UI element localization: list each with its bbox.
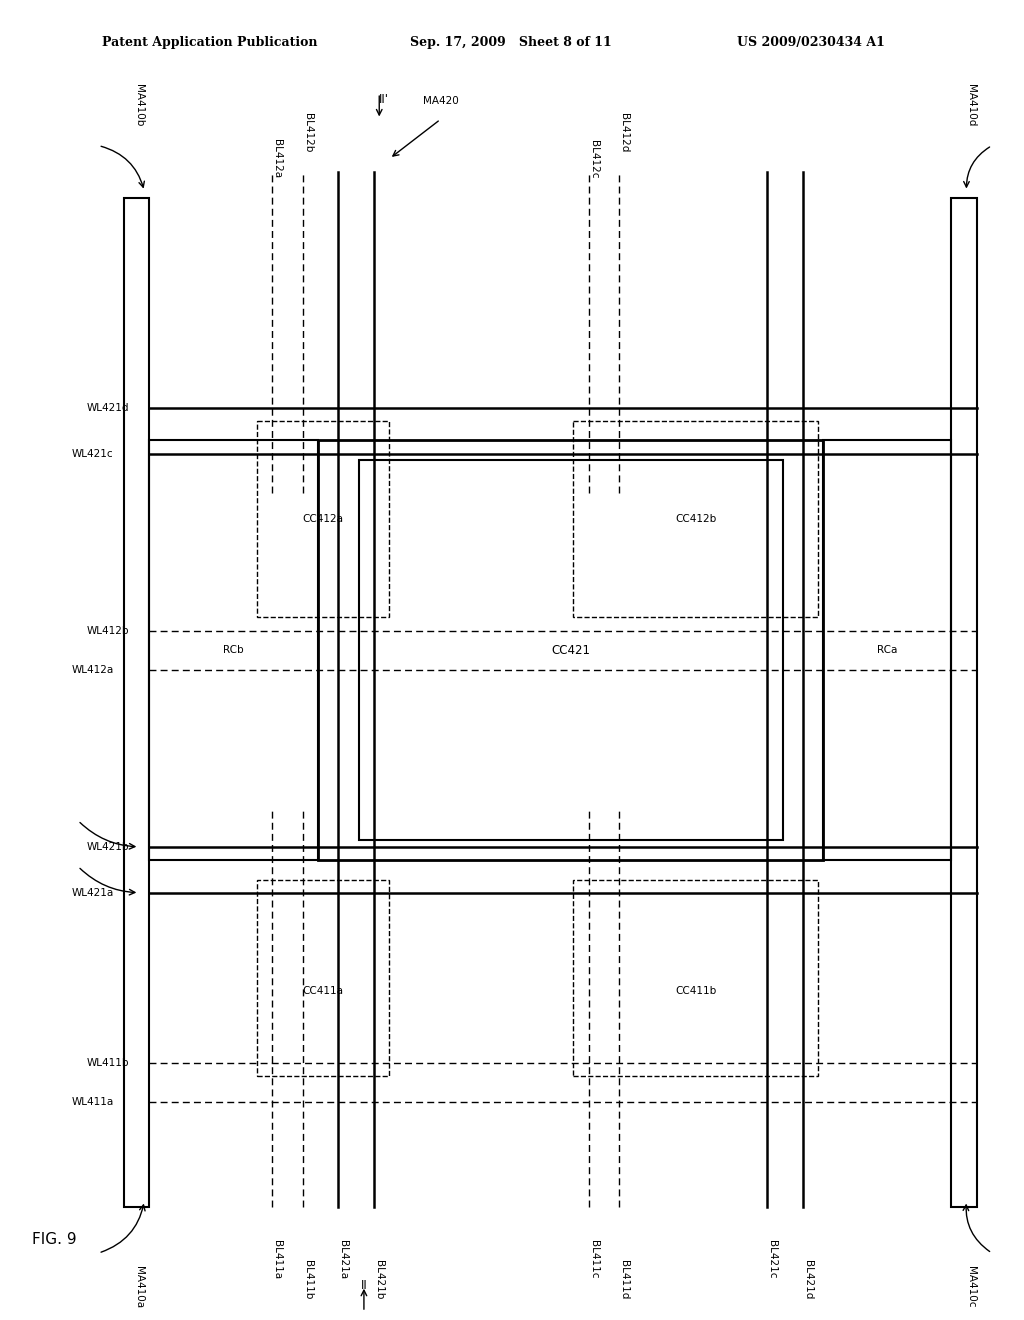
Text: WL421a: WL421a xyxy=(72,887,114,898)
Bar xyxy=(124,198,150,1208)
Text: BL411a: BL411a xyxy=(272,1239,282,1279)
Bar xyxy=(257,879,389,1076)
Text: Patent Application Publication: Patent Application Publication xyxy=(102,36,317,49)
Bar xyxy=(318,441,823,859)
Text: CC412b: CC412b xyxy=(675,513,717,524)
Text: BL412a: BL412a xyxy=(272,139,282,178)
Text: BL412c: BL412c xyxy=(589,140,599,178)
Text: WL421c: WL421c xyxy=(72,449,114,458)
Text: BL411d: BL411d xyxy=(620,1259,629,1299)
Text: II': II' xyxy=(379,94,389,106)
Text: Sep. 17, 2009   Sheet 8 of 11: Sep. 17, 2009 Sheet 8 of 11 xyxy=(410,36,611,49)
Bar xyxy=(573,879,818,1076)
Text: BL412b: BL412b xyxy=(303,112,312,152)
Text: US 2009/0230434 A1: US 2009/0230434 A1 xyxy=(737,36,885,49)
Text: CC411a: CC411a xyxy=(302,986,344,997)
Text: MA410c: MA410c xyxy=(967,1266,977,1308)
Bar xyxy=(823,441,951,859)
Bar xyxy=(150,441,318,859)
Bar xyxy=(951,198,977,1208)
Text: MA420: MA420 xyxy=(423,96,459,106)
Text: CC411b: CC411b xyxy=(675,986,717,997)
Text: WL421d: WL421d xyxy=(87,403,129,413)
Text: BL421c: BL421c xyxy=(767,1239,777,1279)
Text: CC421: CC421 xyxy=(551,644,590,656)
Text: BL421a: BL421a xyxy=(338,1239,348,1279)
Bar xyxy=(257,421,389,618)
Text: BL412d: BL412d xyxy=(620,112,629,152)
Text: WL411b: WL411b xyxy=(87,1059,129,1068)
Text: WL411a: WL411a xyxy=(72,1097,114,1107)
Text: FIG. 9: FIG. 9 xyxy=(32,1232,77,1246)
Bar xyxy=(573,421,818,618)
Text: MA410a: MA410a xyxy=(134,1266,144,1308)
Text: WL412b: WL412b xyxy=(87,626,129,635)
Text: MA410d: MA410d xyxy=(967,83,977,125)
Text: BL421d: BL421d xyxy=(803,1259,813,1299)
Text: II: II xyxy=(360,1279,368,1292)
Bar xyxy=(358,461,782,841)
Text: RCb: RCb xyxy=(223,645,244,655)
Text: WL421b: WL421b xyxy=(87,842,129,851)
Text: BL421b: BL421b xyxy=(374,1259,384,1299)
Text: WL412a: WL412a xyxy=(72,665,114,675)
Text: BL411c: BL411c xyxy=(589,1239,599,1279)
Text: RCa: RCa xyxy=(878,645,897,655)
Text: BL411b: BL411b xyxy=(303,1259,312,1299)
Text: CC412a: CC412a xyxy=(302,513,344,524)
Text: MA410b: MA410b xyxy=(134,83,144,125)
